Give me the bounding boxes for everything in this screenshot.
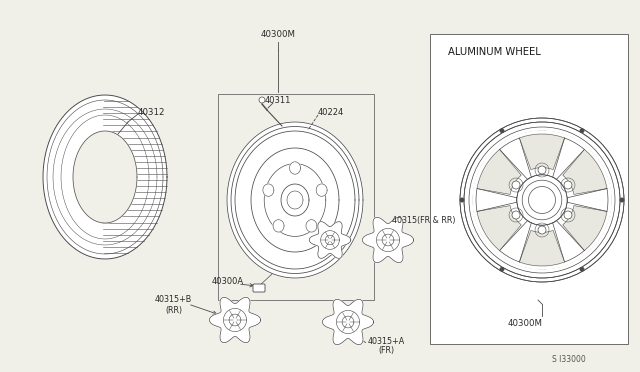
Polygon shape [43, 95, 167, 259]
Polygon shape [281, 184, 309, 216]
Text: 40311: 40311 [265, 96, 291, 105]
Circle shape [460, 198, 464, 202]
Polygon shape [323, 299, 374, 345]
Polygon shape [563, 150, 607, 195]
Text: 40315+A: 40315+A [368, 337, 405, 346]
Polygon shape [306, 220, 317, 232]
Polygon shape [500, 221, 531, 262]
Text: 40315+B: 40315+B [155, 295, 192, 305]
Circle shape [517, 175, 567, 225]
Polygon shape [567, 189, 608, 211]
Text: (RR): (RR) [165, 305, 182, 314]
Polygon shape [382, 234, 394, 246]
Circle shape [538, 226, 546, 234]
Polygon shape [209, 297, 260, 343]
Polygon shape [342, 316, 354, 328]
Circle shape [512, 181, 520, 189]
Polygon shape [251, 148, 339, 252]
Polygon shape [289, 162, 301, 174]
Text: 40224: 40224 [318, 108, 344, 116]
Polygon shape [553, 221, 584, 262]
Text: S I33000: S I33000 [552, 356, 586, 365]
Bar [430, 34, 628, 344]
Circle shape [500, 267, 504, 272]
Circle shape [564, 181, 572, 189]
Polygon shape [477, 150, 521, 195]
Circle shape [259, 97, 265, 103]
Text: 40300M: 40300M [508, 320, 543, 328]
Polygon shape [316, 184, 327, 196]
Text: (FR): (FR) [378, 346, 394, 356]
Polygon shape [73, 131, 137, 223]
Polygon shape [553, 138, 584, 179]
Polygon shape [325, 235, 335, 245]
Polygon shape [520, 230, 564, 266]
Polygon shape [477, 206, 521, 251]
Text: 40315(FR & RR): 40315(FR & RR) [392, 215, 456, 224]
Polygon shape [476, 189, 517, 211]
Polygon shape [473, 131, 611, 269]
Polygon shape [263, 184, 274, 196]
Bar [218, 94, 374, 300]
Circle shape [580, 128, 584, 133]
Circle shape [512, 211, 520, 219]
Polygon shape [309, 222, 351, 258]
Circle shape [538, 166, 546, 174]
Circle shape [564, 211, 572, 219]
Text: 40312: 40312 [138, 108, 166, 116]
Text: 40300A: 40300A [212, 278, 244, 286]
Polygon shape [500, 138, 531, 179]
Polygon shape [563, 206, 607, 251]
Circle shape [620, 198, 624, 202]
Polygon shape [229, 314, 241, 326]
Circle shape [500, 128, 504, 133]
FancyBboxPatch shape [253, 284, 265, 292]
Polygon shape [227, 122, 363, 278]
Circle shape [580, 267, 584, 272]
Text: ALUMINUM WHEEL: ALUMINUM WHEEL [448, 47, 541, 57]
Polygon shape [273, 220, 284, 232]
Polygon shape [520, 134, 564, 170]
Polygon shape [362, 217, 413, 263]
Text: 40300M: 40300M [260, 29, 296, 38]
